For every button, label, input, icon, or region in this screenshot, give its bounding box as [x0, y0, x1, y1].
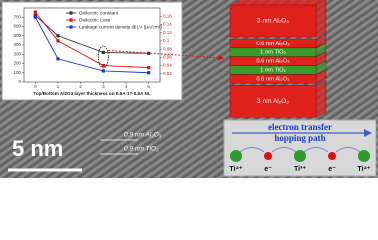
pointer-arrow — [108, 49, 223, 59]
hop-arc — [335, 147, 361, 153]
y-tick-label: 100 — [13, 70, 21, 75]
hop-node-label: Ti⁴⁺ — [357, 166, 371, 173]
hop-node — [328, 152, 336, 160]
x-tick-label: 0 — [34, 84, 37, 89]
hop-node-label: e⁻ — [328, 166, 336, 173]
layer-label: 0.6 nm Al₂O₃ — [256, 41, 290, 47]
y2-tick-label: 0.02 — [163, 71, 172, 76]
legend-marker — [69, 11, 73, 15]
data-point — [56, 57, 60, 61]
graphic: 0 100 200 300 400 500 600 700 0.02 0.04 0.06 0.08 0.… — [0, 0, 378, 178]
data-point — [101, 63, 105, 68]
y2-tick-label: 0.06 — [163, 55, 172, 60]
hopping-title: electron transfer — [268, 122, 332, 132]
hop-node-label: Ti³⁺ — [294, 166, 306, 173]
scale-bar-label: 5 nm — [12, 136, 63, 161]
y2-tick-label: 0.16 — [163, 13, 172, 18]
y2-tick-label: 0.1 — [163, 38, 170, 43]
y2-tick-label: 0.04 — [163, 63, 172, 68]
legend-marker — [69, 25, 73, 29]
data-point — [56, 34, 60, 38]
y-tick-label: 300 — [13, 51, 21, 56]
y-tick-label: 400 — [13, 42, 21, 47]
layer-side — [315, 0, 327, 38]
data-point — [147, 66, 151, 70]
y2-tick-label: 0.08 — [163, 46, 172, 51]
y2-tick-label: 0.14 — [163, 22, 172, 27]
data-point — [33, 10, 37, 14]
layer — [229, 56, 317, 66]
layer — [229, 65, 317, 75]
hop-node — [230, 150, 242, 162]
data-point — [33, 13, 37, 17]
hop-node — [264, 152, 272, 160]
hop-arc — [239, 147, 265, 153]
layer-label: 3 nm Al₂O₃ — [257, 98, 289, 105]
y-tick-label: 200 — [13, 61, 21, 66]
legend-label: Leakage current density @1V (μA/cm²) — [79, 24, 162, 30]
legend-marker — [69, 18, 73, 22]
layer — [229, 4, 317, 38]
series-line — [35, 15, 149, 54]
layer-label: 3 nm Al₂O₃ — [257, 18, 289, 25]
y-tick-label: 0 — [18, 79, 21, 84]
x-tick-label: 1 — [57, 84, 60, 89]
data-point — [56, 39, 60, 43]
layer-label: 1 nm TiO₂ — [260, 68, 286, 74]
x-tick-label: 3 — [102, 84, 105, 89]
layer-top — [230, 0, 326, 5]
layer-label: 0.6 nm Al₂O₃ — [256, 59, 290, 65]
legend-label: Dielectric Loss — [79, 17, 111, 23]
layer — [229, 85, 317, 118]
layer — [229, 74, 317, 84]
series-line — [34, 11, 149, 69]
tem-label: 0.9 nm Al₂O₃ — [124, 132, 162, 139]
layer — [229, 47, 317, 57]
data-point — [101, 50, 105, 54]
x-tick-label: 2 — [79, 84, 82, 89]
hopping-arrowhead — [364, 129, 372, 137]
hop-node-label: Ti⁴⁺ — [229, 166, 243, 173]
hop-node — [294, 150, 306, 162]
hop-node — [358, 150, 370, 162]
x-tick-label: 5 — [147, 84, 150, 89]
highlight — [97, 45, 109, 69]
y-tick-label: 600 — [13, 24, 21, 29]
y2-tick-label: 0.12 — [163, 30, 172, 35]
layer-label: 0.6 nm Al₂O₃ — [256, 76, 290, 82]
y-tick-label: 700 — [13, 14, 21, 19]
layer-label: 1 nm TiO₂ — [260, 50, 286, 56]
legend-label: Dielectric constant — [79, 10, 119, 16]
hop-arc — [271, 147, 297, 153]
layer-side — [315, 79, 327, 118]
x-tick-label: 4 — [125, 84, 128, 89]
hopping-subtitle: hopping path — [274, 133, 325, 143]
tem-label: 0.9 nm TiO₂ — [124, 146, 159, 153]
pointer-head — [218, 55, 224, 61]
hop-node-label: e⁻ — [264, 166, 272, 173]
hop-arc — [303, 147, 329, 153]
chart-panel — [1, 1, 183, 101]
data-point — [101, 69, 105, 73]
series-line — [34, 17, 149, 74]
layer — [229, 38, 317, 48]
x-axis-label: Top/Bottom Al2O3 layer thickness on 0.6A… — [33, 91, 150, 96]
y-tick-label: 500 — [13, 33, 21, 38]
data-point — [147, 71, 151, 75]
data-point — [33, 15, 37, 19]
